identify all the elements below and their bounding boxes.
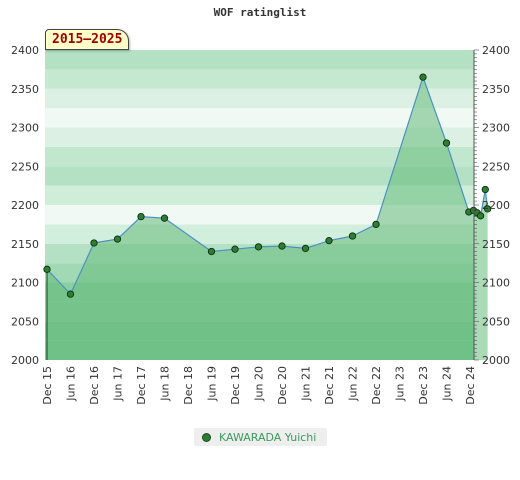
series-area (47, 77, 488, 360)
data-point (419, 73, 427, 81)
x-tick-label: Dec 24 (464, 366, 477, 405)
data-point (90, 239, 98, 247)
x-tick-label: Dec 20 (276, 366, 289, 405)
x-tick-label: Jun 19 (206, 366, 219, 402)
band (45, 88, 474, 109)
y-tick-label-right: 2100 (482, 277, 510, 290)
band (45, 185, 474, 205)
y-tick-label-right: 2050 (482, 315, 510, 328)
x-tick-label: Jun 18 (159, 366, 172, 402)
x-tick-label: Dec 19 (229, 366, 242, 405)
y-tick-label-left: 2250 (11, 160, 39, 173)
data-point (66, 290, 75, 298)
band (45, 166, 474, 186)
x-tick-label: Jun 22 (347, 366, 360, 402)
legend-label: KAWARADA Yuichi (219, 430, 317, 444)
y-tick-label-right: 2150 (482, 238, 510, 251)
x-tick-label: Dec 23 (417, 366, 430, 405)
band (45, 69, 474, 89)
band (45, 127, 474, 147)
data-point (476, 212, 485, 220)
x-tick-label: Dec 21 (323, 366, 336, 405)
data-point (137, 212, 145, 221)
data-point (442, 139, 451, 147)
y-tick-label-left: 2400 (11, 44, 39, 57)
data-point (483, 205, 492, 213)
data-point (372, 220, 380, 229)
x-tick-label: Jun 23 (394, 366, 407, 402)
data-point (481, 185, 489, 194)
chart-title: WOF ratinglist (213, 6, 307, 19)
y-tick-label-left: 2200 (11, 199, 39, 212)
y-tick-label-right: 2400 (482, 44, 510, 57)
period-badge: 2015–2025 (45, 29, 130, 50)
data-point (160, 214, 169, 222)
x-tick-label: Dec 22 (370, 366, 383, 405)
data-point (113, 235, 122, 243)
points-layer (43, 73, 492, 298)
x-tick-label: Jun 21 (300, 366, 313, 402)
y-tick-label-left: 2100 (11, 277, 39, 290)
x-tick-label: Dec 16 (88, 366, 101, 405)
y-tick-label-left: 2300 (11, 122, 39, 135)
area-layer (47, 77, 488, 360)
data-point (301, 244, 310, 253)
data-point (231, 245, 239, 253)
data-point (325, 236, 333, 245)
band (45, 108, 474, 128)
data-point (43, 265, 51, 273)
y-tick-label-right: 2250 (482, 160, 510, 173)
y-tick-label-left: 2050 (11, 315, 39, 328)
legend-marker-icon (202, 432, 211, 442)
y-tick-label-left: 2000 (11, 354, 39, 367)
data-point (207, 247, 216, 256)
y-tick-label-left: 2350 (11, 83, 39, 96)
data-point (348, 232, 357, 240)
x-tick-label: Jun 17 (112, 366, 125, 402)
data-point (254, 243, 263, 251)
x-tick-label: Jun 16 (65, 366, 78, 402)
y-tick-label-left: 2150 (11, 238, 39, 251)
y-tick-label-right: 2300 (482, 122, 510, 135)
y-tick-label-right: 2350 (482, 83, 510, 96)
x-tick-label: Jun 20 (253, 366, 266, 402)
x-tick-label: Dec 17 (135, 366, 148, 405)
x-tick-label: Dec 18 (182, 366, 195, 405)
x-tick-label: Dec 15 (41, 366, 54, 405)
y-tick-label-right: 2000 (482, 354, 510, 367)
band (45, 146, 474, 167)
x-tick-label: Jun 24 (441, 366, 454, 402)
data-point (278, 242, 286, 250)
legend[interactable]: KAWARADA Yuichi (194, 428, 327, 446)
y-tick-label-right: 2200 (482, 199, 510, 212)
band (45, 50, 474, 70)
axes-layer: 2000 2000 2050 2050 2100 2100 2150 2150 2200 2200… (11, 44, 510, 405)
